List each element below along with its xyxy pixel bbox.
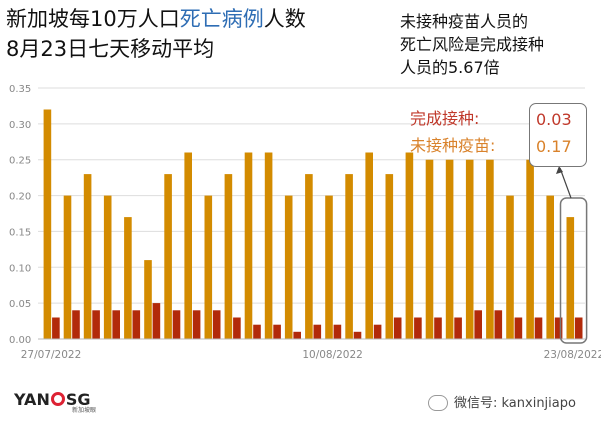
bar-unvaccinated [124, 217, 132, 339]
logo-subtext: 新加坡眼 [72, 407, 97, 414]
bar-unvaccinated [244, 152, 253, 339]
bar-unvaccinated [264, 152, 273, 339]
bar-vaccinated [273, 324, 281, 339]
bar-vaccinated [313, 324, 322, 339]
logo-text-2: SG [65, 390, 91, 409]
y-tick-label: 0.15 [9, 227, 31, 238]
x-tick-label: 27/07/2022 [21, 349, 82, 361]
legend-vaccinated-label: 完成接种: [410, 109, 480, 128]
bar-unvaccinated [405, 152, 414, 339]
note-line-2: 死亡风险是完成接种 [400, 35, 545, 54]
bar-unvaccinated [506, 195, 514, 339]
bar-unvaccinated [164, 174, 172, 339]
y-tick-label: 0.05 [9, 299, 31, 310]
wechat-id: 微信号: kanxinjiapo [428, 392, 576, 412]
legend-unvaccinated-value: 0.17 [536, 137, 572, 156]
bar-vaccinated [414, 317, 422, 339]
bar-vaccinated [333, 324, 342, 339]
bar-vaccinated [454, 317, 462, 339]
y-tick-label: 0.00 [9, 335, 31, 346]
bar-vaccinated [72, 310, 80, 339]
note-line-1: 未接种疫苗人员的 [400, 12, 529, 31]
annotation-note: 未接种疫苗人员的 死亡风险是完成接种 人员的5.67倍 [400, 10, 596, 79]
bar-unvaccinated [284, 195, 293, 339]
connector-arrow [559, 167, 572, 199]
bar-vaccinated [474, 310, 482, 339]
wechat-text: 微信号: kanxinjiapo [454, 396, 576, 411]
wechat-icon [428, 394, 448, 411]
chart-title-line1: 新加坡每10万人口死亡病例人数 [6, 4, 306, 34]
bar-vaccinated [293, 331, 301, 339]
bar-unvaccinated [204, 195, 213, 339]
magnifier-icon [50, 391, 65, 406]
logo-text: YAN [14, 390, 50, 409]
x-tick-label: 23/08/2022 [544, 349, 601, 361]
bar-vaccinated [132, 310, 141, 339]
bar-vaccinated [434, 317, 442, 339]
x-tick-label: 10/08/2022 [302, 349, 363, 361]
highlight-box [559, 197, 588, 344]
bar-unvaccinated [385, 174, 394, 339]
bar-vaccinated [554, 317, 563, 339]
bar-vaccinated [353, 331, 362, 339]
title-suffix: 人数 [263, 7, 306, 31]
y-tick-label: 0.10 [9, 263, 31, 274]
bar-vaccinated [393, 317, 402, 339]
legend-vaccinated-value: 0.03 [536, 110, 572, 129]
bar-unvaccinated [184, 152, 192, 339]
bar-vaccinated [514, 317, 523, 339]
bar-unvaccinated [224, 174, 233, 339]
bar-unvaccinated [63, 195, 72, 339]
bar-unvaccinated [526, 159, 534, 339]
note-line-3: 人员的5.67倍 [400, 58, 500, 77]
y-tick-label: 0.35 [9, 84, 31, 95]
bar-unvaccinated [325, 195, 333, 339]
bar-vaccinated [52, 317, 60, 339]
y-tick-label: 0.30 [9, 120, 31, 131]
bar-vaccinated [574, 317, 583, 339]
bar-unvaccinated [43, 109, 52, 339]
bar-unvaccinated [365, 152, 373, 339]
yansg-logo: YAN SG 新加坡眼 [14, 390, 96, 414]
bar-vaccinated [373, 324, 382, 339]
bar-unvaccinated [445, 159, 454, 339]
bar-unvaccinated [546, 195, 554, 339]
bar-vaccinated [112, 310, 120, 339]
title-prefix: 新加坡每10万人口 [6, 7, 180, 31]
chart-title-line2: 8月23日七天移动平均 [6, 37, 215, 61]
bar-vaccinated [534, 317, 543, 339]
y-tick-label: 0.25 [9, 156, 31, 167]
y-tick-label: 0.20 [9, 192, 31, 203]
bar-unvaccinated [566, 217, 575, 339]
bar-unvaccinated [83, 174, 92, 339]
bar-unvaccinated [103, 195, 112, 339]
bar-unvaccinated [425, 159, 434, 339]
bar-vaccinated [192, 310, 201, 339]
bar-unvaccinated [465, 159, 474, 339]
bar-vaccinated [172, 310, 181, 339]
bar-unvaccinated [144, 260, 152, 339]
legend-value-box [529, 103, 587, 167]
bar-unvaccinated [486, 159, 494, 339]
bar-vaccinated [233, 317, 241, 339]
title-highlight: 死亡病例 [179, 7, 264, 31]
bar-vaccinated [92, 310, 100, 339]
bar-unvaccinated [305, 174, 313, 339]
bar-unvaccinated [345, 174, 353, 339]
bar-vaccinated [253, 324, 261, 339]
bar-vaccinated [152, 303, 161, 339]
legend-unvaccinated-label: 未接种疫苗: [410, 136, 496, 155]
bar-vaccinated [212, 310, 221, 339]
bar-vaccinated [494, 310, 503, 339]
arrow-head [556, 166, 563, 174]
